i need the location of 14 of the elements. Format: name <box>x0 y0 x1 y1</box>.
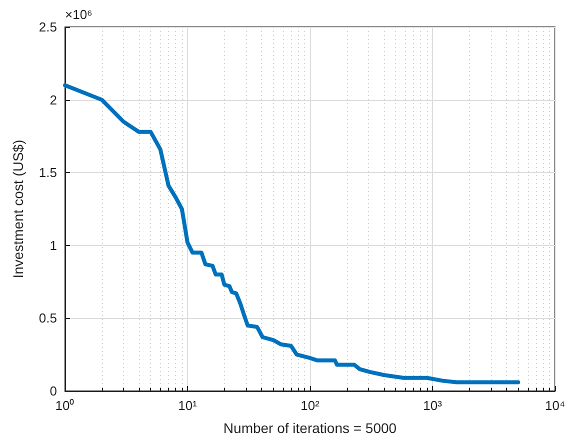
y-tick-label: 2.5 <box>38 20 57 34</box>
y-tick-label: 1.5 <box>38 165 57 180</box>
y-tick-label: 0 <box>50 384 57 398</box>
x-tick-label: 10⁰ <box>55 398 75 413</box>
x-axis-title: Number of iterations = 5000 <box>223 420 397 436</box>
y-tick-label: 0.5 <box>38 310 57 326</box>
x-tick-label: 10² <box>300 398 320 413</box>
x-tick-label: 10⁴ <box>544 398 566 413</box>
y-axis-title: Investment cost (US$) <box>10 140 26 278</box>
text: ×10⁶ <box>65 7 92 22</box>
y-tick-label: 2 <box>50 92 57 108</box>
x-tick-label: 10¹ <box>178 398 198 413</box>
x-tick-label: 10³ <box>423 398 443 413</box>
y-tick-label: 1 <box>50 238 57 253</box>
